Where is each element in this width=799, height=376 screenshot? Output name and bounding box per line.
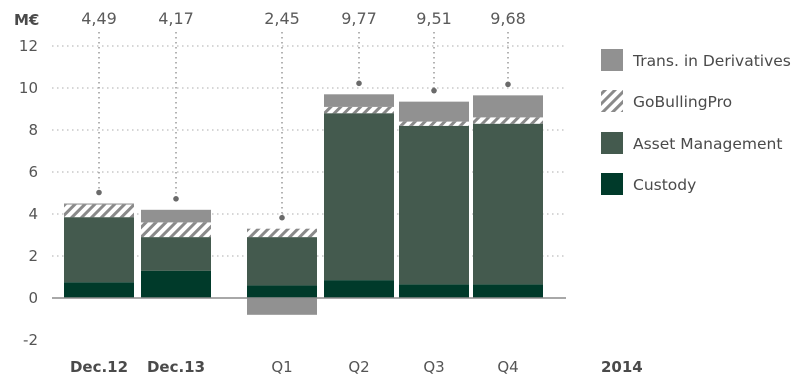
y-tick-label: 10 [19, 79, 38, 97]
bar-segment-asset-management [399, 125, 469, 285]
unit-label: M€ [14, 11, 39, 29]
bar-segment-custody [64, 282, 134, 298]
total-connectors [96, 32, 511, 221]
total-value-label: 9,77 [341, 9, 377, 28]
bar-segment-custody [141, 270, 211, 298]
bar-segment-asset-management [324, 113, 394, 281]
legend: Trans. in Derivatives GoBullingPro Asset M… [601, 49, 791, 195]
y-tick-label: -2 [23, 331, 38, 349]
bar-segment-custody [324, 280, 394, 298]
y-tick-label: 8 [28, 121, 38, 139]
y-tick-label: 12 [19, 37, 38, 55]
y-tick-label: 6 [28, 163, 38, 181]
bar-segment-asset-management [247, 237, 317, 286]
legend-label: GoBullingPro [633, 93, 732, 111]
total-value-label: 9,68 [490, 9, 526, 28]
bar-segment-asset-management [473, 123, 543, 285]
bar-segment-trans-in-derivatives [64, 203, 134, 205]
bar-segment-gobullingpro [324, 106, 394, 114]
legend-label: Trans. in Derivatives [632, 52, 791, 70]
total-connector-dot [431, 87, 437, 94]
bar-segment-trans-in-derivatives [141, 209, 211, 223]
legend-label: Custody [633, 176, 696, 194]
legend-label: Asset Management [633, 135, 782, 153]
category-label: Q2 [348, 358, 369, 376]
bar-segment-gobullingpro [247, 228, 317, 238]
category-label: Q3 [423, 358, 444, 376]
legend-swatch [601, 90, 623, 112]
total-value-label: 4,49 [81, 9, 117, 28]
total-connector-dot [96, 189, 102, 196]
bar-segment-gobullingpro [64, 204, 134, 218]
year-label: 2014 [601, 358, 643, 376]
bar-segment-gobullingpro [141, 222, 211, 238]
category-label: Q4 [497, 358, 518, 376]
bar-segment-gobullingpro [399, 121, 469, 126]
legend-swatch [601, 132, 623, 154]
bar-segment-trans-in-derivatives [324, 94, 394, 107]
y-tick-label: 2 [28, 247, 38, 265]
bar-segment-trans-in-derivatives [247, 298, 317, 315]
category-label: Dec.12 [70, 358, 128, 376]
legend-swatch [601, 49, 623, 71]
bar-segment-custody [399, 284, 469, 298]
bar-segment-trans-in-derivatives [473, 95, 543, 118]
total-value-label: 9,51 [416, 9, 452, 28]
bar-segment-gobullingpro [473, 117, 543, 124]
bars [64, 94, 543, 315]
total-value-label: 2,45 [264, 9, 300, 28]
total-connector-dot [505, 81, 511, 88]
category-label: Dec.13 [147, 358, 205, 376]
gridlines [52, 45, 566, 257]
y-tick-label: 0 [28, 289, 38, 307]
bar-segment-trans-in-derivatives [399, 101, 469, 122]
bar-segment-asset-management [141, 237, 211, 271]
total-value-label: 4,17 [158, 9, 194, 28]
total-connector-dot [356, 80, 362, 87]
bar-segment-custody [473, 284, 543, 298]
bar-segment-custody [247, 285, 317, 298]
bar-segment-asset-management [64, 217, 134, 283]
category-label: Q1 [271, 358, 292, 376]
y-tick-label: 4 [28, 205, 38, 223]
total-connector-dot [173, 196, 179, 202]
total-connector-dot [279, 214, 285, 221]
axis-labels: 12 10 8 6 4 2 0 -2 M€ 4,49 Dec.12 4,17 Dec.13 2,45 Q1 9… [14, 9, 643, 376]
legend-swatch [601, 173, 623, 195]
